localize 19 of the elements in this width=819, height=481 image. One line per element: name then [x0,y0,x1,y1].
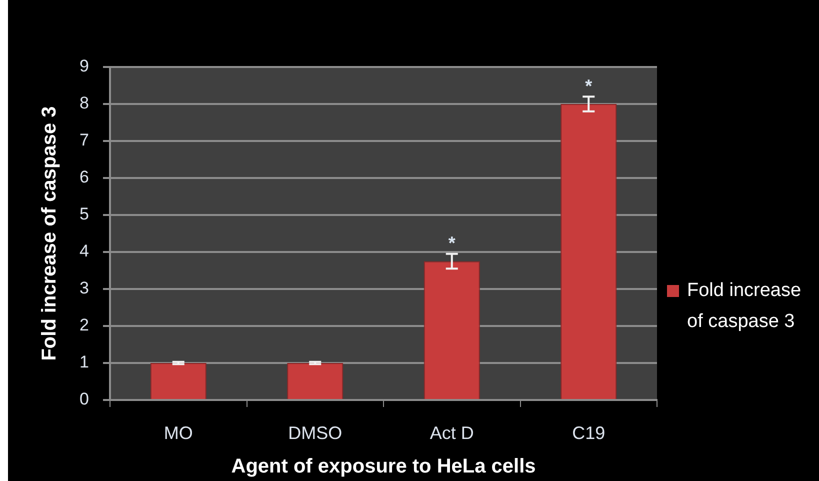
x-tick-label: DMSO [288,422,342,443]
y-tick-label: 6 [80,168,89,187]
y-tick-label: 7 [80,130,89,150]
x-tick-label: C19 [572,422,606,443]
y-axis-title: Fold increase of caspase 3 [38,106,61,361]
legend-label: Fold increase of caspase 3 [687,279,802,334]
y-tick-label: 2 [80,316,89,335]
y-tick-label: 0 [80,390,89,409]
y-tick-label: 8 [80,94,89,113]
y-tick-label: 4 [80,242,89,261]
y-tick-label: 3 [80,278,89,298]
x-axis-title: Agent of exposure to HeLa cells [231,456,536,478]
y-tick-label: 9 [80,56,89,76]
x-tick-label: MO [164,422,193,443]
x-tick-label: Act D [430,422,474,443]
y-tick-label: 1 [80,352,89,372]
annotation: * [448,233,456,254]
annotation: * [585,76,592,96]
y-tick-label: 5 [80,204,89,224]
